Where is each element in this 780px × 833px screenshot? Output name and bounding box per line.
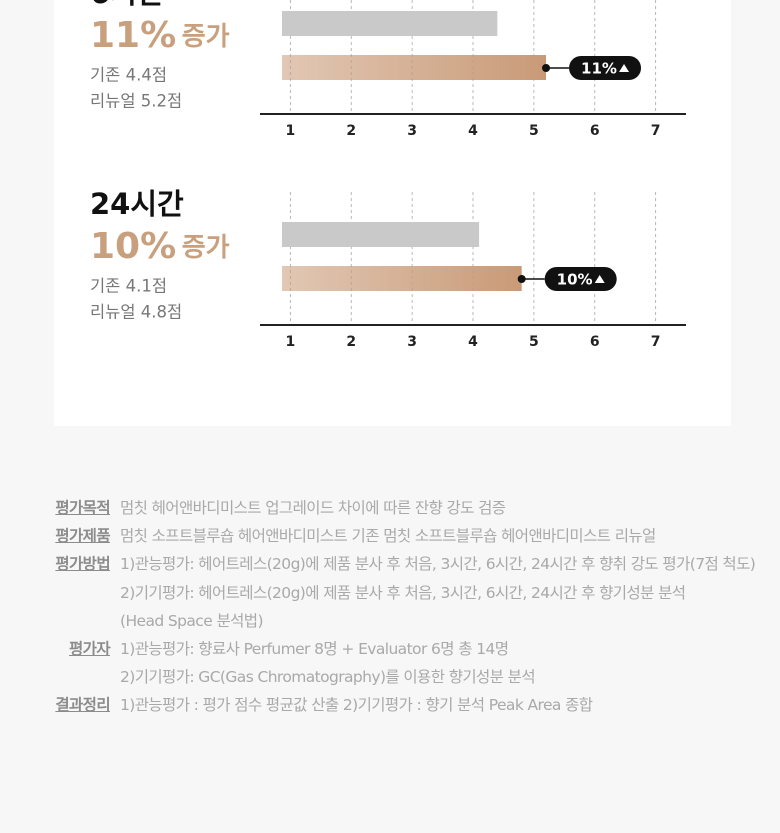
- change-label: 증가: [182, 233, 230, 263]
- note-label: 평가목적: [55, 499, 110, 517]
- value-label: 리뉴얼 4.8점: [90, 303, 182, 322]
- bar: [282, 222, 480, 247]
- bar: [282, 55, 547, 80]
- badge: [544, 267, 617, 291]
- note-label: 평가자: [69, 640, 111, 658]
- note-label: 평가방법: [55, 555, 110, 574]
- note-line: 1)관능평가: 향료사 Perfumer 8명 + Evaluator 6명 총…: [120, 640, 509, 658]
- note-label: 평가제품: [55, 527, 110, 546]
- badge: [569, 56, 642, 80]
- x-tick-label: 7: [651, 334, 661, 350]
- x-tick-label: 3: [407, 123, 417, 139]
- value-label: 기존 4.1점: [90, 277, 167, 296]
- note-line: (Head Space 분석법): [120, 611, 264, 630]
- note-line: 멈칫 소프트블루숍 헤어앤바디미스트 기존 멈칫 소프트블루숍 헤어앤바디미스트…: [120, 527, 656, 546]
- bar: [282, 11, 498, 36]
- badge-text: 11%: [581, 60, 617, 78]
- x-tick-label: 5: [529, 123, 539, 139]
- badge-arrow: [619, 64, 630, 72]
- x-tick-label: 7: [651, 123, 661, 139]
- x-tick-label: 6: [590, 334, 600, 350]
- x-tick-label: 4: [468, 334, 478, 350]
- note-line: 1)관능평가 : 평가 점수 평균값 산출 2)기기평가 : 향기 분석 Pea…: [120, 696, 593, 715]
- value-label: 기존 4.4점: [90, 66, 167, 85]
- note-line: 멈칫 헤어앤바디미스트 업그레이드 차이에 따른 잔향 강도 검증: [120, 499, 506, 517]
- note-line: 2)기기평가: 헤어트레스(20g)에 제품 분사 후 처음, 3시간, 6시간…: [120, 583, 686, 602]
- x-tick-label: 4: [468, 123, 478, 139]
- x-tick-label: 1: [286, 334, 296, 350]
- x-tick-label: 1: [286, 123, 296, 139]
- x-tick-label: 3: [407, 334, 417, 350]
- badge-text: 10%: [557, 271, 593, 289]
- note-line: 2)기기평가: GC(Gas Chromatography)를 이용한 향기성분…: [120, 668, 536, 687]
- x-tick-label: 2: [346, 123, 356, 139]
- x-tick-label: 5: [529, 334, 539, 350]
- change-label: 증가: [182, 22, 230, 52]
- bar: [282, 266, 522, 291]
- value-label: 리뉴얼 5.2점: [90, 92, 182, 111]
- chart-title: 24시간: [90, 187, 184, 221]
- change-value: 10%: [90, 226, 176, 267]
- note-label: 결과정리: [55, 696, 110, 715]
- change-headline: 11% 증가: [90, 15, 230, 56]
- change-headline: 10% 증가: [90, 226, 230, 267]
- badge-arrow: [594, 275, 605, 283]
- x-tick-label: 2: [346, 334, 356, 350]
- change-value: 11%: [90, 15, 176, 56]
- x-tick-label: 6: [590, 123, 600, 139]
- chart-title: 6시간: [90, 0, 164, 10]
- note-line: 1)관능평가: 헤어트레스(20g)에 제품 분사 후 처음, 3시간, 6시간…: [120, 555, 756, 574]
